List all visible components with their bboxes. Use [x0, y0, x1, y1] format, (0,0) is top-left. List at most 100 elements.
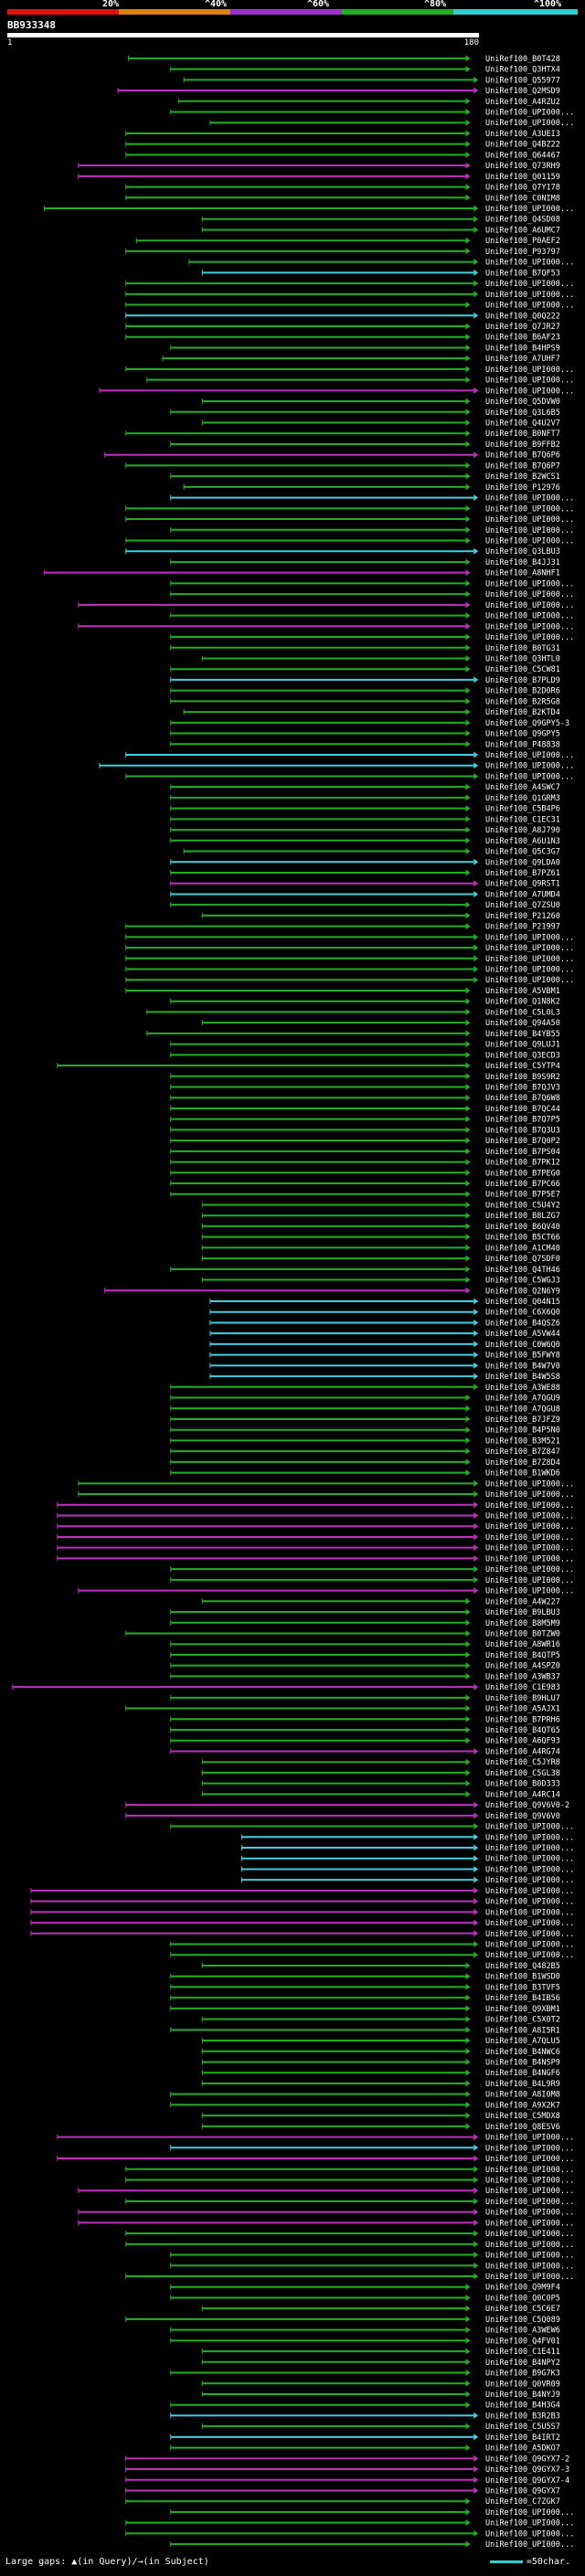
hit-label[interactable]: UniRef100_B3TVF5 — [485, 1983, 560, 1992]
hit-label[interactable]: UniRef100_B4IRT2 — [485, 2433, 560, 2443]
hit-label[interactable]: UniRef100_Q9GYX7-2 — [485, 2454, 569, 2464]
hit-label[interactable]: UniRef100_A5VW44 — [485, 1330, 560, 1339]
hit-label[interactable]: UniRef100_B8M5M9 — [485, 1619, 560, 1628]
hit-label[interactable]: UniRef100_B9FFB2 — [485, 440, 560, 450]
hit-label[interactable]: UniRef100_UPI000... — [485, 302, 574, 311]
hit-label[interactable]: UniRef100_UPI000... — [485, 2155, 574, 2164]
hit-label[interactable]: UniRef100_UPI000... — [485, 1865, 574, 1874]
hit-label[interactable]: UniRef100_Q3HTX4 — [485, 66, 560, 75]
hit-label[interactable]: UniRef100_B2R5G8 — [485, 697, 560, 706]
hit-label[interactable]: UniRef100_A5DKO7 — [485, 2444, 560, 2454]
hit-label[interactable]: UniRef100_P0AEF2 — [485, 237, 560, 246]
hit-label[interactable]: UniRef100_UPI000... — [485, 612, 574, 621]
hit-label[interactable]: UniRef100_UPI000... — [485, 280, 574, 289]
hit-label[interactable]: UniRef100_B4NPY2 — [485, 2359, 560, 2368]
hit-label[interactable]: UniRef100_A3WEW6 — [485, 2327, 560, 2336]
hit-label[interactable]: UniRef100_B7Z847 — [485, 1447, 560, 1457]
hit-label[interactable]: UniRef100_Q4BZ22 — [485, 141, 560, 150]
hit-label[interactable]: UniRef100_UPI000... — [485, 504, 574, 514]
hit-label[interactable]: UniRef100_B7QJV3 — [485, 1083, 560, 1092]
hit-label[interactable]: UniRef100_Q7Y178 — [485, 184, 560, 193]
hit-label[interactable]: UniRef100_B7Z8D4 — [485, 1458, 560, 1468]
hit-label[interactable]: UniRef100_UPI000... — [485, 933, 574, 942]
hit-label[interactable]: UniRef100_UPI000... — [485, 526, 574, 535]
hit-label[interactable]: UniRef100_A8J790 — [485, 826, 560, 835]
hit-label[interactable]: UniRef100_UPI000... — [485, 1490, 574, 1500]
hit-label[interactable]: UniRef100_C5Q089 — [485, 2316, 560, 2325]
hit-label[interactable]: UniRef100_UPI000... — [485, 1544, 574, 1553]
hit-label[interactable]: UniRef100_Q3LBU3 — [485, 547, 560, 557]
hit-label[interactable]: UniRef100_B0TZW0 — [485, 1629, 560, 1638]
hit-label[interactable]: UniRef100_B4JJ31 — [485, 558, 560, 567]
hit-label[interactable]: UniRef100_A7QGU9 — [485, 1394, 560, 1404]
hit-label[interactable]: UniRef100_UPI000... — [485, 2209, 574, 2218]
hit-label[interactable]: UniRef100_A6U1N3 — [485, 837, 560, 846]
hit-label[interactable]: UniRef100_B4NSP9 — [485, 2058, 560, 2067]
hit-label[interactable]: UniRef100_Q9V6V0 — [485, 1812, 560, 1821]
hit-label[interactable]: UniRef100_UPI000... — [485, 2166, 574, 2175]
hit-label[interactable]: UniRef100_UPI000... — [485, 1876, 574, 1885]
hit-label[interactable]: UniRef100_UPI000... — [485, 772, 574, 781]
hit-label[interactable]: UniRef100_B7Q7P5 — [485, 1116, 560, 1125]
hit-label[interactable]: UniRef100_Q3ECD3 — [485, 1051, 560, 1060]
hit-label[interactable]: UniRef100_B4YB55 — [485, 1030, 560, 1039]
hit-label[interactable]: UniRef100_UPI000... — [485, 1855, 574, 1864]
hit-label[interactable]: UniRef100_C5CW81 — [485, 665, 560, 674]
hit-label[interactable]: UniRef100_UPI000... — [485, 762, 574, 771]
hit-label[interactable]: UniRef100_UPI000... — [485, 579, 574, 588]
hit-label[interactable]: UniRef100_B4NGF6 — [485, 2069, 560, 2078]
hit-label[interactable]: UniRef100_Q3HTL0 — [485, 654, 560, 663]
hit-label[interactable]: UniRef100_Q9M9F4 — [485, 2284, 560, 2293]
hit-label[interactable]: UniRef100_Q9V6V0-2 — [485, 1801, 569, 1810]
hit-label[interactable]: UniRef100_A7QGU8 — [485, 1405, 560, 1414]
hit-label[interactable]: UniRef100_B1WKD6 — [485, 1469, 560, 1479]
hit-label[interactable]: UniRef100_Q4TH46 — [485, 1266, 560, 1275]
hit-label[interactable]: UniRef100_A8WR16 — [485, 1640, 560, 1649]
hit-label[interactable]: UniRef100_B7JFZ9 — [485, 1415, 560, 1425]
hit-label[interactable]: UniRef100_B4QTP5 — [485, 1651, 560, 1660]
hit-label[interactable]: UniRef100_B7Q0P2 — [485, 1137, 560, 1146]
hit-label[interactable]: UniRef100_UPI000... — [485, 2508, 574, 2518]
hit-label[interactable]: UniRef100_B9LBU3 — [485, 1608, 560, 1617]
hit-label[interactable]: UniRef100_UPI000... — [485, 1565, 574, 1574]
hit-label[interactable]: UniRef100_UPI000... — [485, 387, 574, 396]
hit-label[interactable]: UniRef100_Q2N6Y9 — [485, 1287, 560, 1296]
hit-label[interactable]: UniRef100_UPI000... — [485, 1898, 574, 1907]
hit-label[interactable]: UniRef100_Q9XBM1 — [485, 2005, 560, 2014]
hit-label[interactable]: UniRef100_UPI000... — [485, 1479, 574, 1489]
hit-label[interactable]: UniRef100_B4NWC6 — [485, 2048, 560, 2057]
hit-label[interactable]: UniRef100_B5CT66 — [485, 1234, 560, 1243]
hit-label[interactable]: UniRef100_C7ZGK7 — [485, 2497, 560, 2507]
hit-label[interactable]: UniRef100_UPI000... — [485, 976, 574, 985]
hit-label[interactable]: UniRef100_P12976 — [485, 483, 560, 493]
hit-label[interactable]: UniRef100_Q9GYX7 — [485, 2487, 560, 2496]
hit-label[interactable]: UniRef100_B7Q6P7 — [485, 461, 560, 471]
hit-label[interactable]: UniRef100_Q55977 — [485, 76, 560, 85]
hit-label[interactable]: UniRef100_A7UHF7 — [485, 355, 560, 364]
hit-label[interactable]: UniRef100_Q0C0P5 — [485, 2294, 560, 2303]
hit-label[interactable]: UniRef100_UPI000... — [485, 205, 574, 214]
hit-label[interactable]: UniRef100_C6X6Q0 — [485, 1309, 560, 1318]
hit-label[interactable]: UniRef100_Q1N8K2 — [485, 998, 560, 1007]
hit-label[interactable]: UniRef100_UPI000... — [485, 259, 574, 268]
hit-label[interactable]: UniRef100_Q0VR09 — [485, 2380, 560, 2389]
hit-label[interactable]: UniRef100_Q8ESV6 — [485, 2123, 560, 2132]
hit-label[interactable]: UniRef100_UPI000... — [485, 590, 574, 599]
hit-label[interactable]: UniRef100_B3R2B3 — [485, 2412, 560, 2421]
hit-label[interactable]: UniRef100_UPI000... — [485, 601, 574, 610]
hit-label[interactable]: UniRef100_Q73RH9 — [485, 162, 560, 171]
hit-label[interactable]: UniRef100_B7Q6W8 — [485, 1094, 560, 1103]
hit-label[interactable]: UniRef100_Q7JR27 — [485, 323, 560, 332]
hit-label[interactable]: UniRef100_P21997 — [485, 923, 560, 932]
hit-label[interactable]: UniRef100_Q4SD08 — [485, 216, 560, 225]
hit-label[interactable]: UniRef100_B4L9R9 — [485, 2080, 560, 2089]
hit-label[interactable]: UniRef100_UPI000... — [485, 944, 574, 953]
hit-label[interactable]: UniRef100_B4W5S8 — [485, 1373, 560, 1382]
hit-label[interactable]: UniRef100_Q3L6B5 — [485, 408, 560, 418]
hit-label[interactable]: UniRef100_B6QV40 — [485, 1223, 560, 1232]
hit-label[interactable]: UniRef100_UPI000... — [485, 633, 574, 642]
hit-label[interactable]: UniRef100_UPI000... — [485, 1930, 574, 1939]
hit-label[interactable]: UniRef100_UPI000... — [485, 2273, 574, 2282]
hit-label[interactable]: UniRef100_Q4FV01 — [485, 2337, 560, 2346]
hit-label[interactable]: UniRef100_C1E411 — [485, 2348, 560, 2357]
